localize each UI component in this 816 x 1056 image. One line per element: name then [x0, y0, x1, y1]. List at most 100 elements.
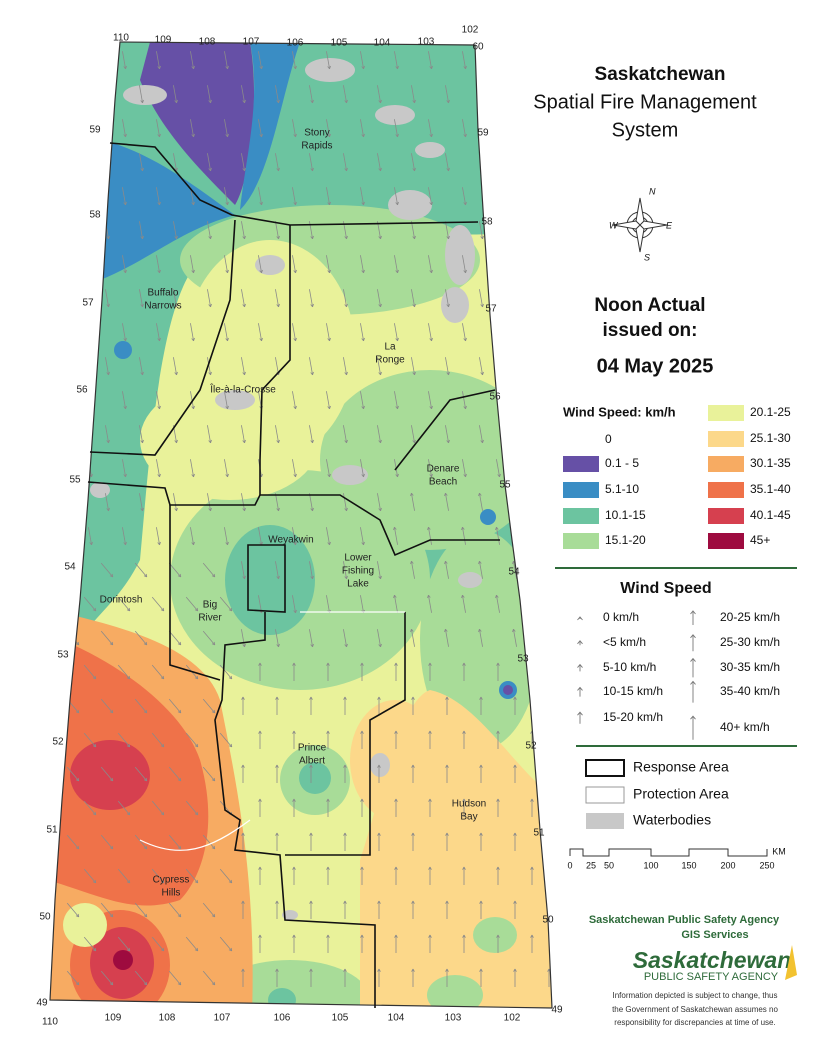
wind-arrow	[241, 357, 245, 375]
wind-arrow-head	[445, 696, 449, 700]
wind-arrow	[445, 85, 449, 103]
wind-arrow-head	[462, 934, 466, 938]
wind-arrow-head	[310, 575, 314, 580]
legend-arrow-head	[577, 663, 583, 668]
wind-arrow-head	[531, 473, 535, 478]
wind-arrow	[117, 732, 131, 748]
wind-arrow	[88, 391, 92, 409]
wind-arrow-head	[174, 439, 178, 444]
wind-arrow	[530, 391, 534, 409]
wind-arrow-head	[293, 133, 297, 138]
wind-arrow	[394, 323, 398, 341]
wind-arrow-head	[109, 777, 114, 782]
wind-arrow-head	[395, 269, 399, 274]
wind-arrow	[309, 357, 313, 375]
wind-arrow-head	[174, 167, 178, 172]
place-label: Albert	[299, 756, 325, 767]
wind-arrow	[151, 664, 165, 680]
wind-arrow	[241, 289, 245, 307]
wind-arrow-head	[548, 167, 552, 172]
wind-arrow	[241, 425, 245, 443]
wind-arrow-head	[92, 675, 97, 680]
wind-arrow	[496, 51, 500, 69]
legend-arrow-head	[577, 640, 583, 645]
wind-arrow	[479, 425, 483, 443]
latitude-label: 50	[39, 912, 51, 923]
wind-arrow	[100, 970, 114, 986]
wind-arrow-head	[395, 65, 399, 70]
wind-arrow-head	[461, 594, 465, 599]
wind-arrow	[309, 85, 313, 103]
wind-arrow	[134, 698, 148, 714]
wind-arrow	[445, 221, 449, 239]
wind-arrow-head	[531, 65, 535, 70]
latitude-label: 53	[517, 654, 529, 665]
wind-arrow-head	[513, 832, 517, 836]
wind-arrow-head	[140, 99, 144, 104]
latitude-label: 49	[36, 998, 48, 1009]
wind-arrow-head	[360, 866, 364, 870]
issue-date: 04 May 2025	[597, 355, 714, 377]
wind-arrow	[202, 834, 216, 850]
wind-arrow-head	[529, 594, 533, 599]
wind-arrow	[202, 630, 216, 646]
wind-arrow-head	[514, 167, 518, 172]
wind-arrow-head	[157, 65, 161, 70]
wind-arrow-head	[445, 968, 449, 972]
place-label: Fishing	[342, 566, 374, 577]
wind-arrow-head	[211, 709, 216, 714]
wind-arrow-head	[463, 473, 467, 478]
wind-arrow-head	[242, 643, 246, 648]
wind-arrow	[275, 221, 279, 239]
wind-arrow-head	[92, 879, 97, 884]
wind-arrow	[428, 595, 432, 613]
wind-arrow-head	[157, 405, 161, 410]
wind-arrow-head	[228, 607, 233, 612]
wind-arrow-head	[276, 235, 280, 240]
wind-arrow-head	[106, 303, 110, 308]
wind-arrow-head	[160, 879, 165, 884]
wind-arrow-head	[497, 473, 501, 478]
wind-arrow-head	[377, 764, 381, 768]
wind-arrow-head	[495, 526, 499, 531]
wind-arrow-head	[548, 371, 552, 376]
wind-arrow-head	[361, 541, 365, 546]
wind-arrow-head	[548, 235, 552, 240]
wind-arrow-head	[344, 235, 348, 240]
wind-arrow-head	[496, 934, 500, 938]
legend-label: 30.1-35	[750, 456, 791, 470]
place-label: Stony	[304, 128, 330, 139]
wind-arrow	[394, 51, 398, 69]
wind-arrow-head	[394, 866, 398, 870]
wind-arrow-head	[208, 99, 212, 104]
wind-arrow-head	[258, 866, 262, 870]
wind-arrow	[105, 357, 109, 375]
wind-arrow	[360, 459, 364, 477]
wind-arrow	[377, 357, 381, 375]
wind-arrow-head	[72, 439, 76, 444]
latitude-label: 52	[52, 737, 64, 748]
wind-arrow	[360, 51, 364, 69]
wind-arrow-head	[160, 675, 165, 680]
wind-arrow	[207, 357, 211, 375]
wind-arrow-head	[106, 507, 110, 512]
legend-label: 20.1-25	[750, 405, 791, 419]
legend-label: 20-25 km/h	[720, 610, 780, 624]
wind-arrow	[292, 323, 296, 341]
wind-arrow	[343, 629, 347, 647]
wind-arrow-head	[377, 900, 381, 904]
wind-arrow-head	[191, 65, 195, 70]
wind-arrow	[156, 527, 160, 545]
place-label: River	[198, 613, 222, 624]
legend-label: 0 km/h	[603, 610, 639, 624]
place-label: Lake	[347, 579, 369, 590]
wind-arrow-head	[208, 371, 212, 376]
wind-arrow-head	[343, 900, 347, 904]
wind-arrow	[343, 357, 347, 375]
wind-arrow-head	[292, 798, 296, 802]
wind-arrow-head	[123, 65, 127, 70]
wind-arrow-head	[462, 798, 466, 802]
wind-arrow-head	[412, 167, 416, 172]
wind-arrow	[168, 766, 182, 782]
subtitle: System	[612, 119, 679, 141]
